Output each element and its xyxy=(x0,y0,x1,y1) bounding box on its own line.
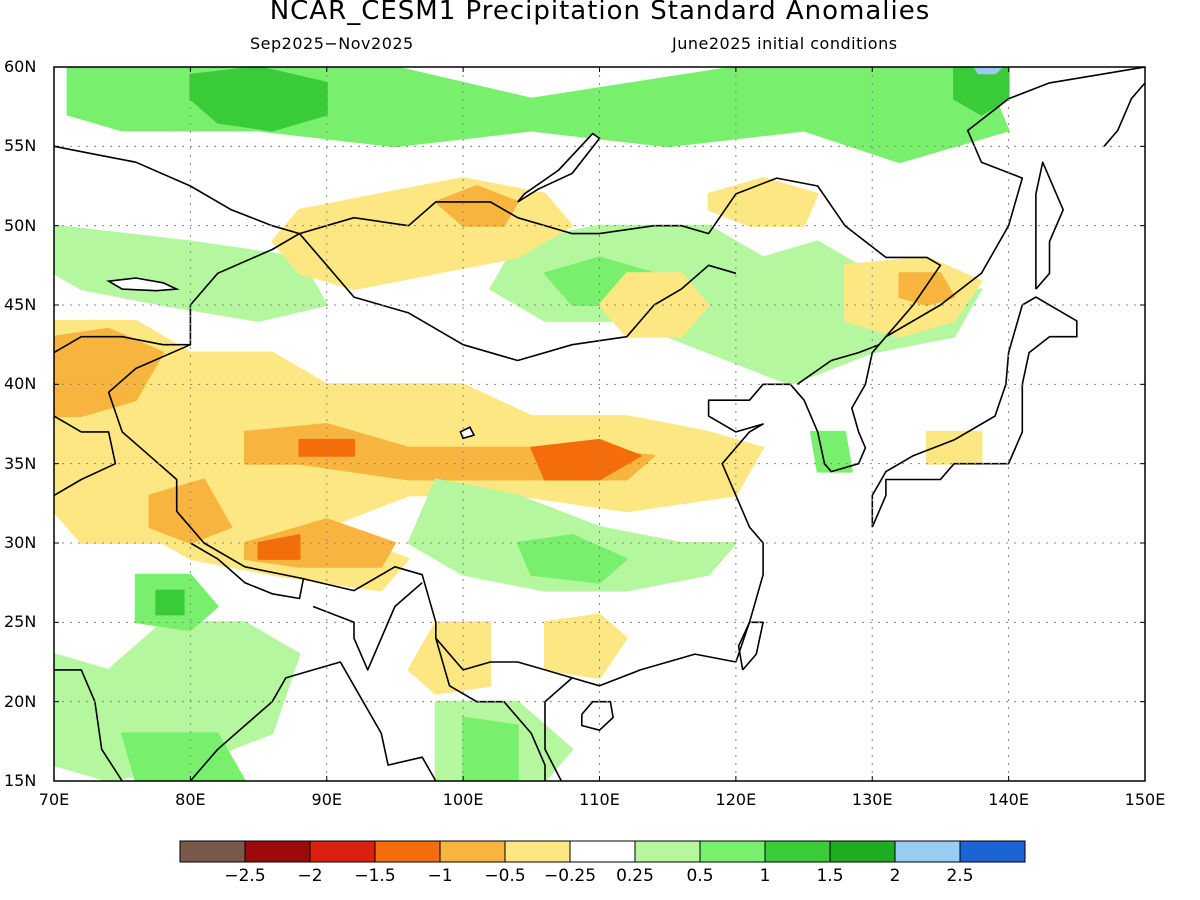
lon-tick-label: 130E xyxy=(851,790,893,809)
lon-tick-label: 110E xyxy=(579,790,620,809)
lon-tick-label: 120E xyxy=(715,790,757,809)
coastline-0 xyxy=(544,653,737,781)
lon-tick-label: 80E xyxy=(175,790,206,809)
colorbar-label: 0.25 xyxy=(616,866,654,886)
coastline-7 xyxy=(1103,82,1145,147)
coastline-4 xyxy=(871,296,1078,528)
border-line-1 xyxy=(298,233,737,362)
colorbar-label: 1 xyxy=(759,866,771,886)
coastline-2 xyxy=(789,336,887,473)
lat-tick-label: 55N xyxy=(4,136,37,156)
border-line-2 xyxy=(107,232,573,679)
coastline-5 xyxy=(737,621,764,671)
colorbar-label: 2 xyxy=(889,866,901,886)
lake-0 xyxy=(517,132,601,203)
colorbar-swatch-3 xyxy=(374,840,441,863)
colorbar-label: −2.5 xyxy=(224,866,266,886)
lat-tick-label: 25N xyxy=(4,612,37,632)
anomaly-region-6 xyxy=(54,224,328,322)
colorbar-label: −2 xyxy=(297,866,323,886)
map-title: NCAR_CESM1 Precipitation Standard Anomal… xyxy=(269,0,931,26)
anomaly-region-17 xyxy=(530,438,642,481)
border-line-6 xyxy=(312,582,423,671)
colorbar-swatch-0 xyxy=(179,840,246,863)
anomaly-region-3 xyxy=(973,67,1003,75)
lon-tick-label: 140E xyxy=(988,790,1029,809)
coastline-3 xyxy=(885,67,1145,338)
anomaly-region-11 xyxy=(898,272,956,306)
colorbar-label: −1.5 xyxy=(354,866,396,886)
coastline-9 xyxy=(189,661,437,781)
colorbar-label: −0.5 xyxy=(484,866,526,886)
anomaly-region-32 xyxy=(462,716,519,781)
anomaly-region-27 xyxy=(516,534,628,584)
colorbar-label: 1.5 xyxy=(816,866,844,886)
anomaly-region-1 xyxy=(189,67,328,132)
lat-tick-label: 20N xyxy=(4,691,37,711)
colorbar-swatch-10 xyxy=(829,840,896,863)
colorbar-swatch-7 xyxy=(634,840,701,863)
lat-tick-label: 35N xyxy=(4,453,37,473)
lon-tick-label: 90E xyxy=(311,790,342,809)
lon-tick-label: 70E xyxy=(38,790,70,809)
anomaly-region-16 xyxy=(298,438,355,457)
anomaly-region-19 xyxy=(148,478,233,544)
colorbar-label: −1 xyxy=(427,866,453,886)
lat-tick-label: 30N xyxy=(4,533,37,552)
lat-tick-label: 50N xyxy=(4,215,37,235)
colorbar-swatch-1 xyxy=(244,840,311,863)
border-line-3 xyxy=(54,335,191,354)
colorbar-swatch-4 xyxy=(439,840,506,863)
border-line-0 xyxy=(54,145,942,338)
colorbar xyxy=(179,840,1026,863)
map-layer xyxy=(54,67,1145,781)
colorbar-swatch-11 xyxy=(894,840,961,863)
lake-2 xyxy=(459,426,476,440)
anomaly-region-22 xyxy=(544,613,628,679)
colorbar-label: 0.5 xyxy=(686,866,714,886)
lon-tick-label: 150E xyxy=(1124,790,1166,809)
anomaly-region-23 xyxy=(407,621,492,695)
colorbar-swatch-2 xyxy=(309,840,376,863)
colorbar-swatch-5 xyxy=(504,840,571,863)
anomaly-region-28 xyxy=(54,621,301,781)
coastline-1 xyxy=(707,383,791,663)
anomaly-region-21 xyxy=(257,534,301,560)
lat-tick-label: 45N xyxy=(4,295,37,314)
anomaly-region-14 xyxy=(54,327,165,418)
colorbar-swatch-12 xyxy=(959,840,1026,863)
lake-1 xyxy=(106,277,180,292)
colorbar-label: 2.5 xyxy=(946,866,974,886)
forecast-period: Sep2025−Nov2025 xyxy=(250,34,414,53)
anomaly-region-12 xyxy=(707,177,819,227)
border-line-4 xyxy=(54,415,117,497)
border-line-5 xyxy=(189,542,305,600)
border-line-8 xyxy=(796,343,880,385)
coastline-10 xyxy=(580,700,614,732)
coastline-6 xyxy=(1035,161,1064,290)
initial-conditions: June2025 initial conditions xyxy=(672,34,898,53)
colorbar-swatch-9 xyxy=(764,840,831,863)
anomaly-region-30 xyxy=(155,589,185,616)
anomaly-region-33 xyxy=(121,732,246,781)
lon-tick-label: 100E xyxy=(442,790,484,809)
colorbar-swatch-8 xyxy=(699,840,766,863)
colorbar-swatch-6 xyxy=(569,840,636,863)
colorbar-label: −0.25 xyxy=(543,866,597,886)
lat-tick-label: 40N xyxy=(4,374,37,394)
lat-tick-label: 15N xyxy=(4,771,37,790)
anomaly-region-2 xyxy=(953,67,1010,116)
anomaly-region-25 xyxy=(809,430,853,473)
lat-tick-label: 60N xyxy=(4,57,37,76)
